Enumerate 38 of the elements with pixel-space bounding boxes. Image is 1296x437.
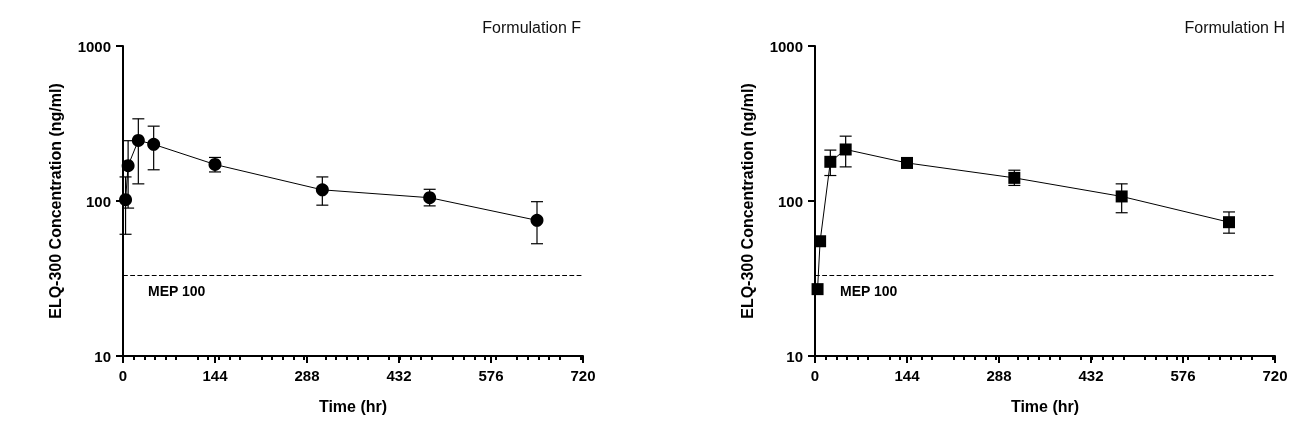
x-tick-label: 432	[1078, 367, 1104, 384]
chart-title: Formulation H	[1184, 18, 1286, 36]
chart-title: Formulation F	[482, 18, 582, 36]
x-tick-label: 576	[478, 367, 504, 384]
x-tick-label: 720	[1262, 367, 1288, 384]
point	[119, 193, 133, 207]
x-tick-label: 576	[1170, 367, 1196, 384]
y-tick-label: 1000	[769, 37, 803, 55]
point	[1115, 190, 1128, 203]
point	[824, 155, 837, 168]
y-tick-label: 100	[777, 192, 803, 210]
point	[147, 137, 161, 151]
point	[315, 183, 329, 197]
x-tick-label: 288	[986, 367, 1012, 384]
point	[839, 143, 852, 156]
y-tick-label: 100	[85, 192, 111, 210]
point	[811, 283, 824, 296]
ref-line-label: MEP 100	[840, 282, 898, 299]
point	[131, 133, 145, 147]
y-tick-label: 1000	[77, 37, 111, 55]
x-tick-label: 0	[118, 367, 128, 384]
x-tick-label: 144	[894, 367, 921, 384]
x-tick-label: 0	[810, 367, 820, 384]
point	[530, 213, 544, 227]
y-tick-label: 10	[786, 347, 803, 365]
point	[901, 156, 913, 169]
x-axis-title: Time (hr)	[318, 397, 388, 415]
y-axis-title: ELQ-300 Concentration (ng/ml)	[738, 83, 756, 319]
point	[1223, 216, 1235, 229]
y-tick-label: 10	[94, 347, 111, 365]
x-tick-label: 288	[294, 367, 320, 384]
x-tick-label: 720	[570, 367, 596, 384]
point	[121, 159, 135, 173]
x-axis-title: Time (hr)	[1010, 397, 1080, 415]
y-axis-title: ELQ-300 Concentration (ng/ml)	[46, 83, 64, 319]
x-tick-label: 432	[386, 367, 412, 384]
x-tick-label: 144	[202, 367, 229, 384]
ref-line-label: MEP 100	[148, 282, 206, 299]
